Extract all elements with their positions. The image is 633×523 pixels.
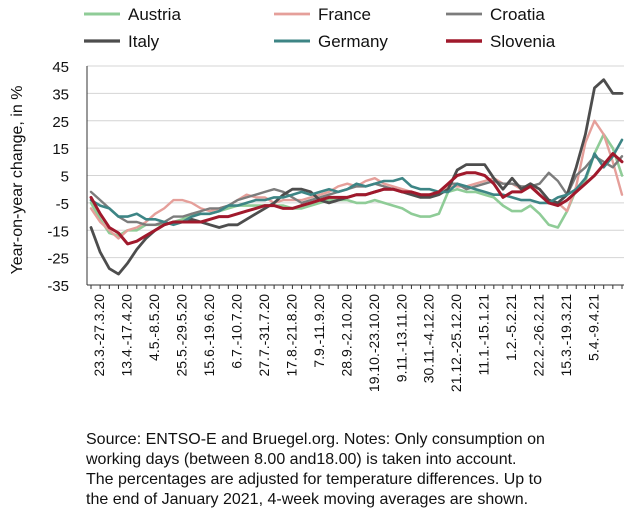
- source-note-line: Source: ENTSO-E and Bruegel.org. Notes: …: [86, 431, 545, 448]
- x-tick-label: 9.11.-13.11.20: [393, 294, 409, 382]
- legend-item-austria: Austria: [84, 5, 181, 24]
- series-lines: [89, 78, 624, 276]
- y-tick-label: 45: [52, 59, 69, 76]
- x-axis-ticks: 23.3.-27.3.20 13.4.-17.4.20 4.5.-8.5.20 25.…: [91, 294, 601, 392]
- x-tick-label: 5.4.-9.4.21: [586, 294, 602, 361]
- source-note-line: the end of January 2021, 4-week moving a…: [86, 491, 529, 508]
- y-axis-title: Year-on-year change, in %: [9, 86, 26, 275]
- legend-label: Austria: [128, 5, 181, 24]
- x-tick-label: 1.2.-5.2.21: [503, 294, 519, 361]
- y-tick-label: -15: [47, 223, 69, 240]
- source-note: Source: ENTSO-E and Bruegel.org. Notes: …: [86, 430, 606, 510]
- legend-item-slovenia: Slovenia: [446, 32, 556, 51]
- x-tick-label: 19.10.-23.10.20: [366, 294, 382, 392]
- x-tick-label: 4.5.-8.5.20: [146, 294, 162, 361]
- y-tick-label: -5: [56, 196, 69, 213]
- x-tick-label: 27.7.-31.7.20: [256, 294, 272, 377]
- x-tick-label: 25.5.-29.5.20: [174, 294, 190, 377]
- legend-label: Germany: [318, 32, 388, 51]
- y-tick-label: -35: [47, 278, 69, 295]
- y-tick-label: 25: [52, 114, 69, 131]
- legend-label: Italy: [128, 32, 160, 51]
- source-note-line: working days (between 8.00 and18.00) is …: [86, 451, 517, 468]
- legend-item-italy: Italy: [84, 32, 160, 51]
- x-tick-label: 15.3.-19.3.21: [558, 294, 574, 377]
- series-line-germany: [89, 138, 624, 227]
- axes: [86, 66, 624, 289]
- y-tick-label: 35: [52, 86, 69, 103]
- y-tick-label: 5: [61, 169, 69, 186]
- y-tick-label: -25: [47, 251, 69, 268]
- legend-label: Slovenia: [490, 32, 556, 51]
- legend-label: France: [318, 5, 371, 24]
- x-tick-label: 6.7.-10.7.20: [229, 294, 245, 369]
- x-tick-label: 11.1.-15.1.21: [476, 294, 492, 376]
- grid-lines: [87, 65, 624, 259]
- y-tick-label: 15: [52, 141, 69, 158]
- x-tick-label: 21.12.-25.12.20: [448, 294, 464, 392]
- x-tick-label: 22.2.-26.2.21: [531, 294, 547, 377]
- x-tick-label: 23.3.-27.3.20: [91, 294, 107, 377]
- series-line-slovenia: [89, 152, 624, 246]
- y-axis-ticks: 45 35 25 15 5 -5 -15 -25 -35: [47, 59, 69, 295]
- legend-label: Croatia: [490, 5, 545, 24]
- legend-item-france: France: [274, 5, 371, 24]
- legend-item-germany: Germany: [274, 32, 388, 51]
- x-tick-label: 17.8.-21.8.20: [283, 294, 299, 377]
- x-tick-label: 13.4.-17.4.20: [119, 294, 135, 377]
- legend-item-croatia: Croatia: [446, 5, 545, 24]
- chart-legend: Austria France Croatia Italy Germany Slovenia: [84, 5, 556, 51]
- x-tick-label: 28.9.-2.10.20: [338, 294, 354, 377]
- series-line-italy: [89, 78, 624, 276]
- x-tick-label: 7.9.-11.9.20: [311, 294, 327, 368]
- series-line-austria: [89, 133, 624, 237]
- x-tick-label: 15.6.-19.6.20: [201, 294, 217, 377]
- source-note-line: The percentages are adjusted for tempera…: [86, 471, 542, 488]
- x-tick-label: 30.11.-4.12.20: [421, 294, 437, 383]
